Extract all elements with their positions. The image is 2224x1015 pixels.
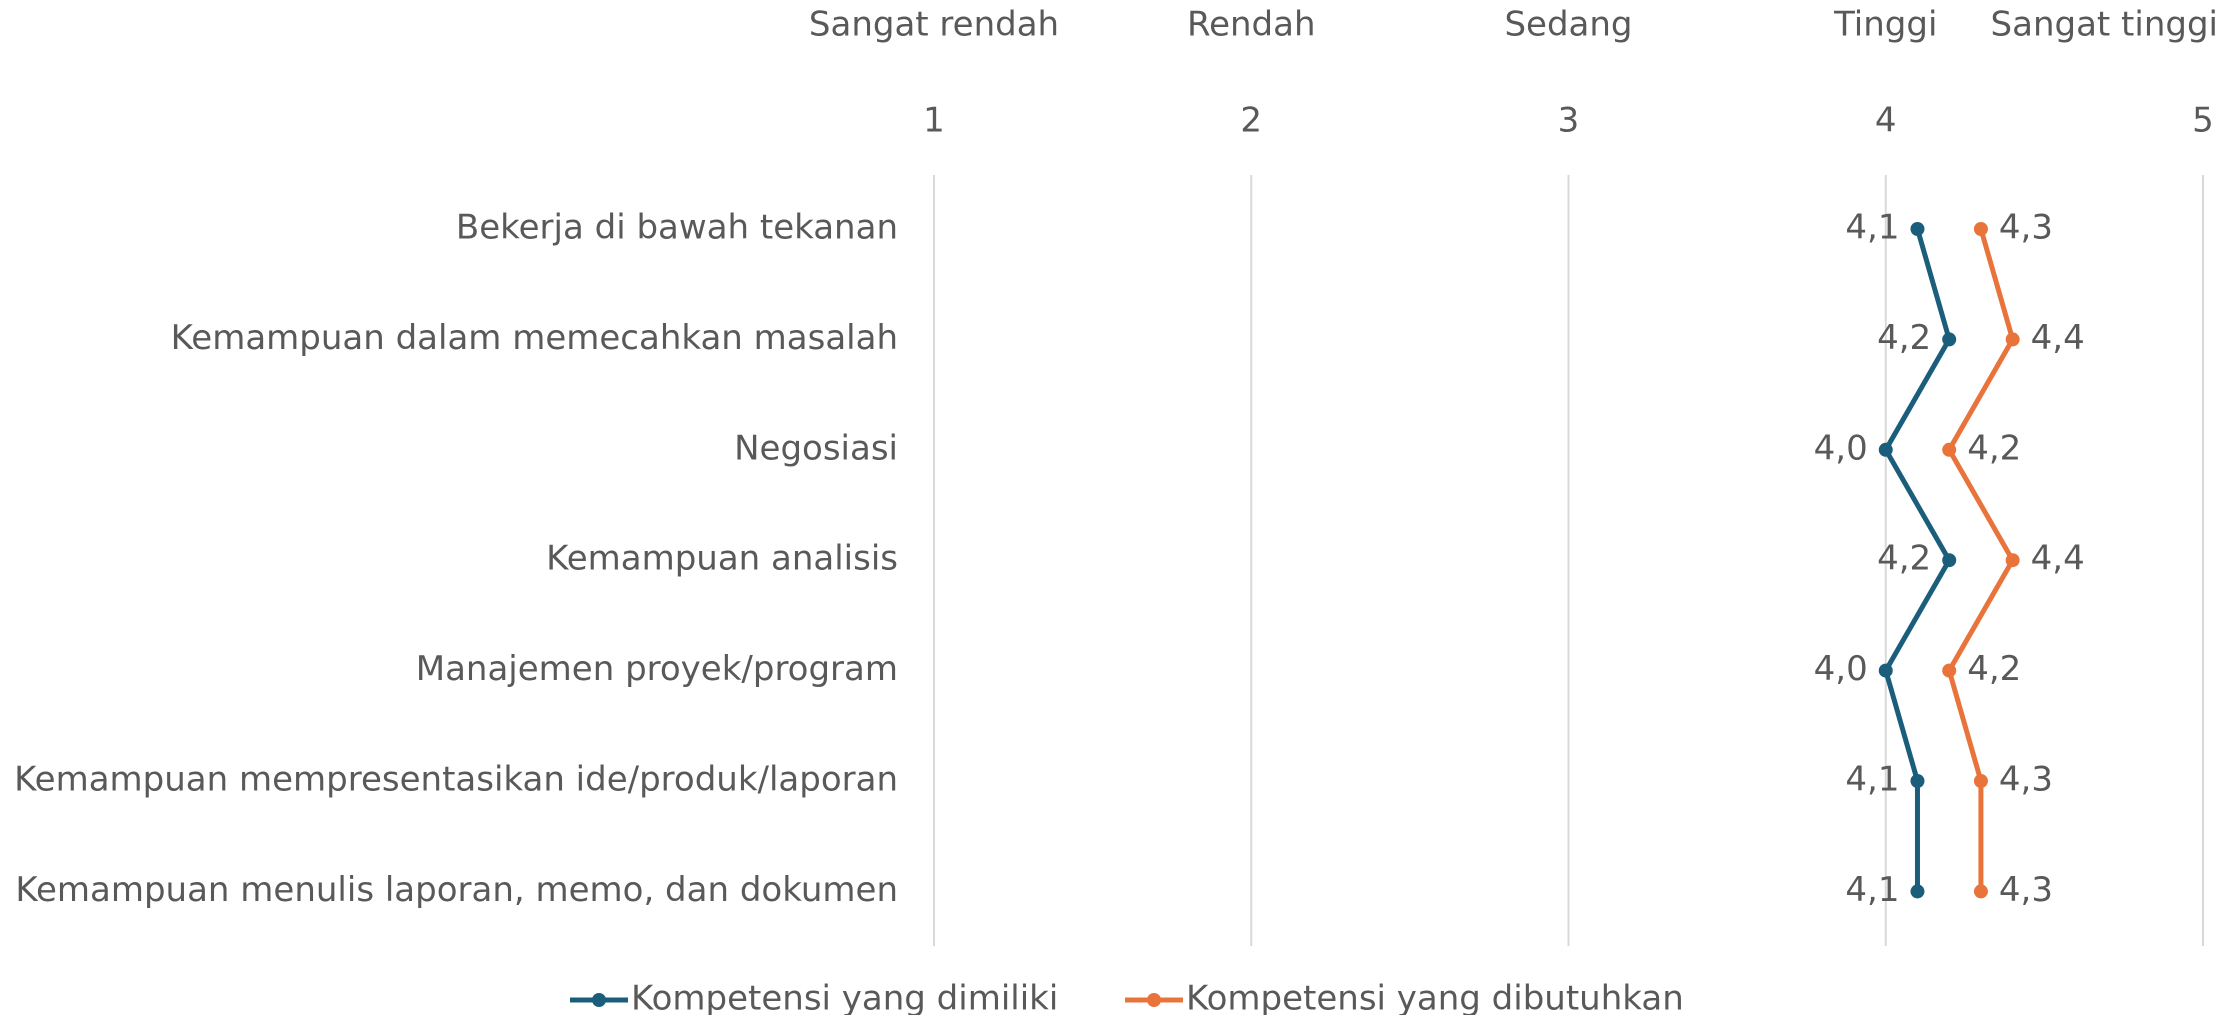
legend-label: Kompetensi yang dimiliki	[631, 979, 1058, 1015]
data-label: 4,0	[1814, 649, 1868, 689]
x-tick-label: 2	[1240, 101, 1262, 141]
data-label: 4,2	[1877, 318, 1931, 358]
data-point	[1942, 332, 1957, 347]
y-tick-label: Kemampuan menulis laporan, memo, dan dok…	[15, 870, 898, 910]
scale-label: Sedang	[1504, 5, 1632, 45]
data-point	[1973, 222, 1988, 236]
legend-label: Kompetensi yang dibutuhkan	[1186, 979, 1684, 1015]
data-label: 4,2	[1967, 649, 2021, 689]
data-point	[1910, 884, 1925, 899]
scale-label: Sangat rendah	[809, 5, 1059, 45]
data-point	[1878, 442, 1893, 457]
data-point	[1942, 553, 1957, 568]
scale-label: Sangat tinggi	[1991, 5, 2218, 45]
data-point	[1973, 774, 1988, 788]
x-tick-label: 4	[1875, 101, 1897, 141]
data-point	[1910, 222, 1925, 236]
scale-label: Tinggi	[1833, 5, 1937, 45]
data-point	[1878, 663, 1893, 678]
data-point	[2005, 332, 2020, 347]
data-point	[1942, 663, 1957, 678]
data-point	[1973, 884, 1988, 899]
y-tick-label: Negosiasi	[734, 428, 898, 468]
data-label: 4,1	[1845, 760, 1899, 800]
x-tick-label: 5	[2192, 101, 2214, 141]
data-label: 4,1	[1845, 870, 1899, 910]
y-tick-label: Kemampuan dalam memecahkan masalah	[171, 318, 898, 358]
data-label: 4,2	[1877, 539, 1931, 579]
y-tick-label: Manajemen proyek/program	[416, 649, 898, 689]
data-point	[1910, 774, 1925, 788]
data-point	[1942, 442, 1957, 457]
x-tick-label: 3	[1558, 101, 1580, 141]
data-label: 4,4	[2031, 539, 2085, 579]
data-label: 4,3	[1999, 870, 2053, 910]
data-point	[2005, 553, 2020, 568]
data-label: 4,0	[1814, 428, 1868, 468]
y-tick-label: Bekerja di bawah tekanan	[456, 208, 898, 248]
data-label: 4,1	[1845, 208, 1899, 248]
data-label: 4,2	[1967, 428, 2021, 468]
data-label: 4,3	[1999, 208, 2053, 248]
data-label: 4,3	[1999, 760, 2053, 800]
data-label: 4,4	[2031, 318, 2085, 358]
legend-swatch	[592, 993, 606, 1007]
legend-swatch	[1147, 993, 1161, 1007]
y-tick-label: Kemampuan mempresentasikan ide/produk/la…	[14, 760, 898, 800]
x-tick-label: 1	[923, 101, 945, 141]
scale-label: Rendah	[1187, 5, 1316, 45]
y-tick-label: Kemampuan analisis	[546, 539, 898, 579]
